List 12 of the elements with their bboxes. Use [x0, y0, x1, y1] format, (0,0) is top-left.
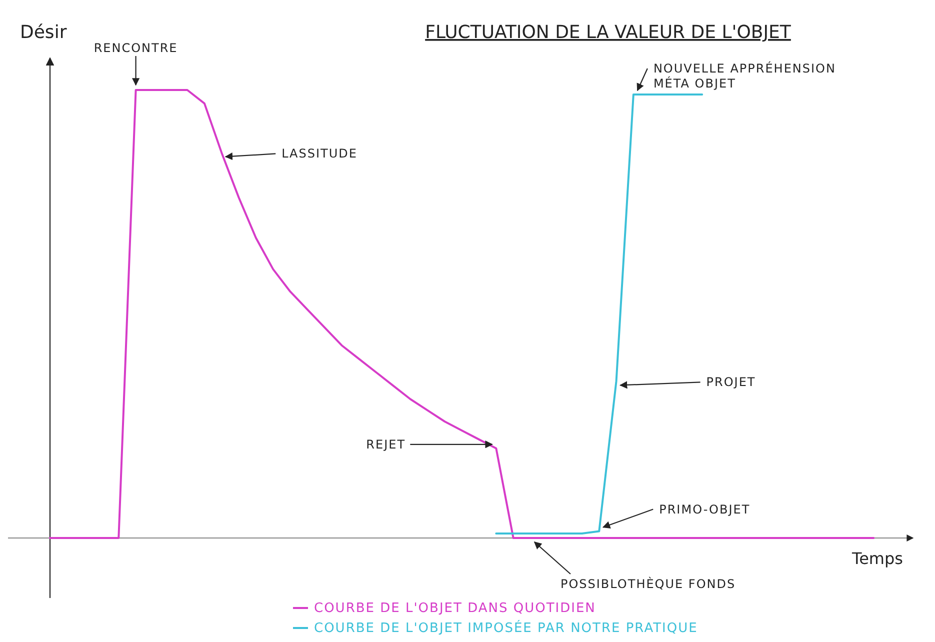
chart-title: FLUCTUATION DE LA VALEUR DE L'OBJET: [425, 22, 792, 43]
annotation: PRIMO-OBJET: [659, 502, 750, 516]
y-axis-title: Désir: [20, 22, 68, 43]
x-axis-title: Temps: [851, 549, 903, 568]
legend-label: COURBE DE L'OBJET DANS QUOTIDIEN: [314, 601, 596, 616]
text: RENCONTRE: [94, 41, 178, 55]
annotation: REJET: [366, 437, 406, 452]
annotation: LASSITUDE: [282, 146, 358, 161]
annotation: PROJET: [706, 375, 756, 390]
text: POSSIBLOTHÈQUE FONDS: [560, 576, 736, 591]
annotation: NOUVELLE APPRÉHENSION MÉTA OBJET: [653, 60, 836, 90]
legend-label: COURBE DE L'OBJET IMPOSÉE PAR NOTRE PRATIQUE: [314, 619, 698, 636]
